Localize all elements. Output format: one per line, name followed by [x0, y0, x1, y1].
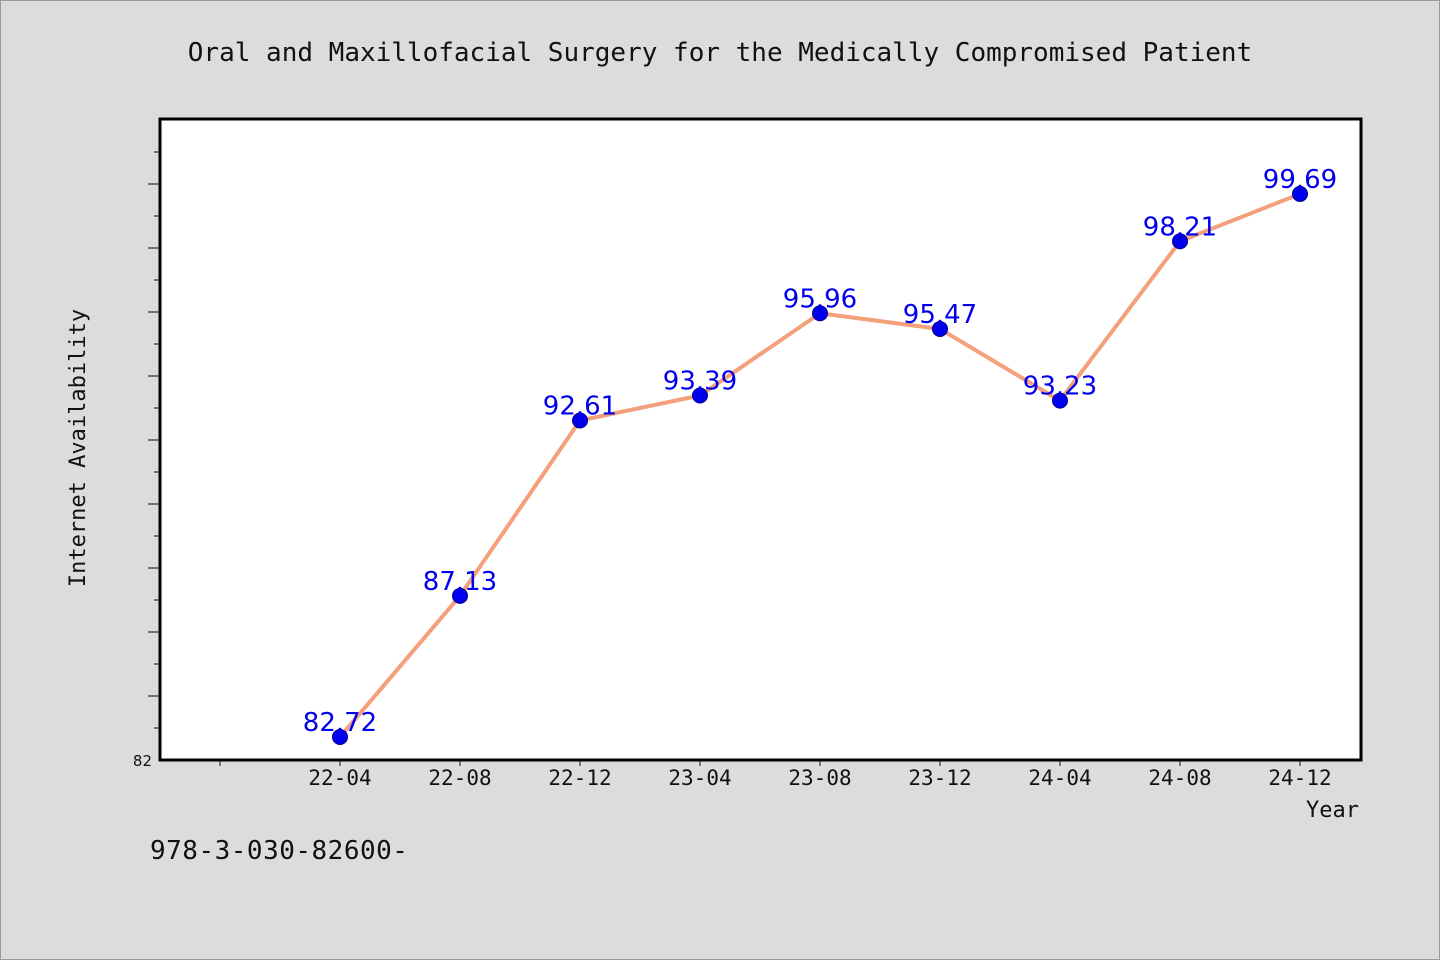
data-labels: 82.72 87.13 92.61 93.39 95.96 95.47 93.23 98.21… — [303, 165, 1337, 738]
data-label: 99.69 — [1263, 165, 1337, 195]
data-point — [932, 320, 948, 337]
data-label: 93.39 — [663, 367, 737, 397]
x-tick-label: 23-04 — [668, 766, 731, 790]
isbn-footnote: 978-3-030-82600- — [150, 836, 409, 866]
data-label: 87.13 — [423, 567, 497, 597]
data-point — [572, 412, 588, 429]
data-point — [1172, 233, 1188, 250]
plot-area — [158, 117, 1363, 762]
data-point — [1052, 392, 1068, 409]
data-label: 82.72 — [303, 708, 377, 738]
data-label: 92.61 — [543, 391, 617, 421]
x-tick-label: 24-08 — [1148, 766, 1211, 790]
x-tick-label: 23-12 — [908, 766, 971, 790]
x-tick-label: 22-08 — [428, 766, 491, 790]
x-axis-label: Year — [1306, 798, 1359, 823]
x-tick-label: 24-04 — [1028, 766, 1091, 790]
y-tick-label-min: 82 — [133, 752, 152, 770]
series-markers — [332, 185, 1308, 745]
data-label: 98.21 — [1143, 212, 1217, 242]
x-tick-label: 22-04 — [308, 766, 371, 790]
data-point — [1292, 185, 1308, 202]
data-point — [452, 587, 468, 604]
data-label: 95.96 — [783, 284, 857, 314]
data-label: 95.47 — [903, 300, 977, 330]
x-axis-tick-labels: 22-04 22-08 22-12 23-04 23-08 23-12 24-04 24-08… — [308, 766, 1331, 790]
x-axis-ticks — [219, 760, 1301, 766]
data-point — [692, 387, 708, 404]
x-tick-label: 22-12 — [548, 766, 611, 790]
x-tick-label: 24-12 — [1268, 766, 1331, 790]
x-tick-label: 23-08 — [788, 766, 851, 790]
y-axis-ticks — [148, 151, 160, 729]
data-label: 93.23 — [1023, 372, 1097, 402]
chart-title: Oral and Maxillofacial Surgery for the M… — [188, 38, 1252, 68]
data-point — [812, 305, 828, 322]
y-axis-label: Internet Availability — [66, 309, 91, 587]
data-point — [332, 728, 348, 745]
